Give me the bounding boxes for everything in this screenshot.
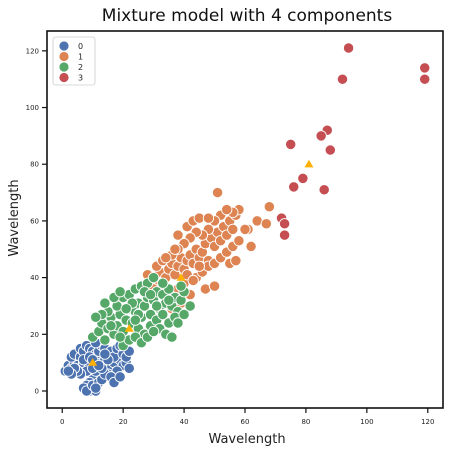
data-point-1: [187, 274, 199, 287]
x-tick-label: 120: [421, 418, 434, 426]
y-tick-label: 100: [26, 104, 39, 112]
data-point-3: [285, 138, 297, 151]
component-means: [88, 159, 314, 366]
data-point-3: [278, 218, 291, 230]
data-point-1: [245, 240, 257, 253]
data-point-1: [221, 203, 233, 216]
data-point-1: [211, 186, 224, 199]
y-tick-label: 20: [30, 331, 39, 339]
data-point-2: [184, 300, 196, 312]
data-point-2: [99, 334, 111, 346]
data-point-2: [147, 325, 160, 338]
data-point-2: [157, 277, 169, 289]
chart-title: Mixture model with 4 components: [102, 6, 393, 26]
data-point-1: [208, 280, 221, 292]
legend-label: 2: [78, 63, 83, 72]
data-point-3: [324, 144, 336, 156]
data-point-2: [175, 280, 187, 292]
data-point-2: [120, 303, 132, 315]
data-point-1: [172, 229, 184, 241]
y-axis-label: Wavelength: [7, 179, 22, 256]
data-point-1: [160, 252, 172, 264]
data-point-0: [99, 348, 111, 360]
data-point-3: [419, 62, 431, 74]
data-point-2: [114, 286, 126, 298]
data-point-1: [260, 218, 272, 230]
data-point-2: [178, 308, 190, 321]
x-tick-label: 20: [119, 418, 128, 426]
mean-marker: [304, 159, 314, 168]
y-tick-label: 40: [30, 274, 39, 282]
data-point-3: [288, 181, 300, 193]
data-point-3: [278, 229, 291, 241]
y-tick-label: 0: [35, 387, 39, 395]
data-point-1: [230, 254, 242, 267]
data-point-1: [227, 223, 239, 236]
x-tick-label: 0: [60, 418, 64, 426]
y-tick-label: 80: [30, 161, 39, 169]
data-point-3: [315, 130, 327, 142]
data-point-2: [166, 331, 178, 343]
legend-marker-0: [58, 40, 70, 52]
data-point-2: [163, 294, 175, 306]
legend-marker-3: [58, 72, 70, 83]
data-point-2: [114, 331, 126, 343]
legend-label: 3: [78, 74, 83, 83]
data-point-1: [233, 235, 245, 247]
data-point-0: [62, 365, 74, 377]
data-point-1: [202, 212, 215, 224]
data-point-2: [172, 317, 184, 329]
data-point-1: [239, 223, 251, 236]
data-point-1: [193, 260, 205, 272]
legend-label: 1: [78, 53, 83, 62]
data-point-2: [147, 271, 160, 284]
data-point-2: [129, 314, 141, 326]
mean-marker: [88, 358, 98, 366]
mean-marker: [124, 324, 134, 332]
x-axis-label: Wavelength: [208, 432, 285, 447]
data-points: [59, 42, 431, 397]
data-point-2: [144, 288, 157, 301]
y-tick-label: 120: [26, 47, 39, 55]
data-point-2: [105, 320, 117, 332]
data-point-3: [297, 172, 309, 185]
data-point-0: [123, 362, 135, 374]
y-tick-label: 60: [30, 217, 39, 225]
data-point-3: [336, 73, 349, 85]
legend-marker-2: [58, 61, 70, 73]
legend-label: 0: [78, 42, 83, 51]
x-tick-label: 100: [360, 418, 373, 426]
x-tick-label: 40: [180, 418, 189, 426]
x-tick-label: 60: [241, 418, 250, 426]
x-tick-label: 80: [301, 418, 310, 426]
mean-marker: [176, 273, 186, 281]
data-point-3: [318, 184, 330, 196]
data-point-3: [419, 73, 431, 85]
data-point-3: [342, 42, 355, 54]
data-point-0: [90, 382, 102, 394]
data-point-2: [151, 300, 163, 312]
legend-marker-1: [58, 51, 70, 62]
data-point-1: [263, 201, 276, 213]
legend: 0 12 3: [52, 36, 96, 86]
data-point-2: [99, 297, 111, 309]
data-point-0: [114, 371, 126, 383]
data-point-2: [90, 311, 102, 323]
data-point-2: [157, 308, 169, 321]
data-point-1: [169, 243, 181, 255]
